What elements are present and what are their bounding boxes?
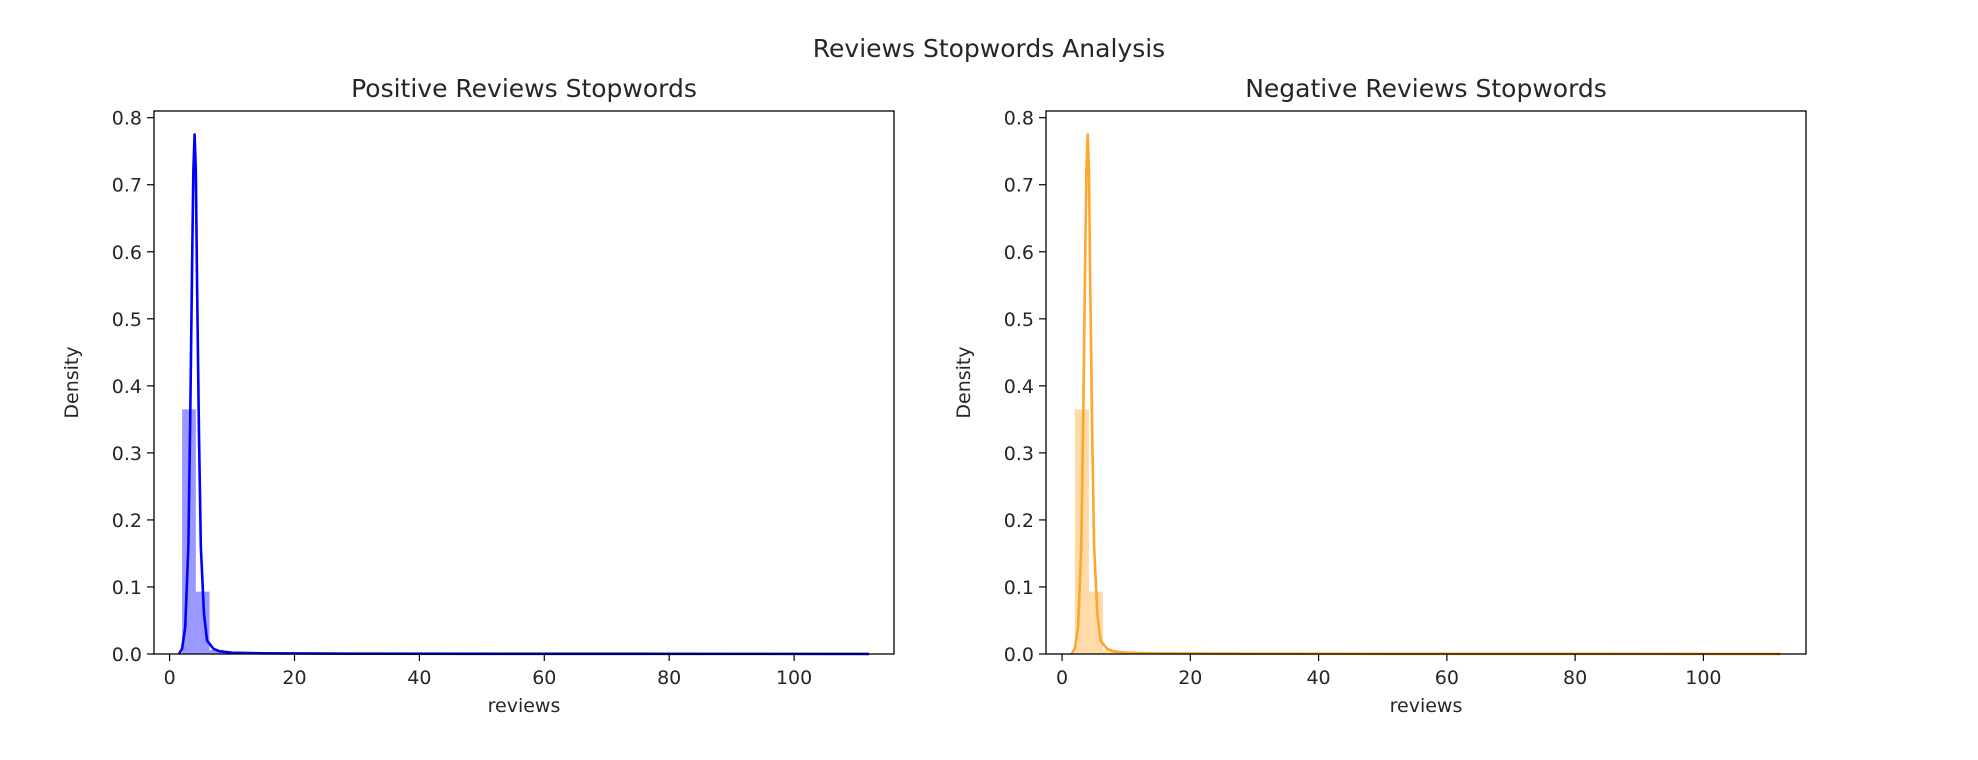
y-tick-label: 0.5 [112,309,142,331]
y-tick-label: 0.5 [1004,309,1034,331]
subplot-positive-reviews: Positive Reviews Stopwords 0 20 40 60 80 100 0.… [61,74,895,717]
y-tick-label: 0.4 [1004,376,1034,398]
y-tick-label: 0.8 [112,108,142,130]
axes-frame [153,110,895,655]
y-tick-label: 0.1 [112,577,142,599]
x-tick-label: 100 [776,667,812,689]
y-tick-label: 0.7 [1004,175,1034,197]
x-tick-label: 60 [532,667,556,689]
x-tick-label: 100 [1685,667,1721,689]
x-tick-label: 40 [1306,667,1330,689]
histogram-bar [1103,649,1118,654]
y-tick-label: 0.3 [1004,443,1034,465]
x-tick-label: 0 [1056,667,1068,689]
x-tick-label: 0 [164,667,176,689]
y-tick-label: 0.7 [112,175,142,197]
figure-suptitle: Reviews Stopwords Analysis [813,34,1165,63]
y-tick-label: 0.4 [112,376,142,398]
histogram-bar [209,649,224,654]
y-tick-label: 0.0 [1004,644,1034,666]
y-tick-label: 0.3 [112,443,142,465]
y-tick-label: 0.1 [1004,577,1034,599]
y-tick-label: 0.8 [1004,108,1034,130]
subplot-negative-reviews: Negative Reviews Stopwords 0 20 40 60 80 100 0.… [953,74,1807,717]
x-tick-label: 80 [657,667,681,689]
x-tick-label: 80 [1563,667,1587,689]
y-tick-label: 0.6 [112,242,142,264]
x-tick-label: 20 [1178,667,1202,689]
y-tick-label: 0.6 [1004,242,1034,264]
y-tick-label: 0.2 [112,510,142,532]
y-tick-label: 0.0 [112,644,142,666]
subplot-title: Negative Reviews Stopwords [1245,74,1607,103]
x-axis-label: reviews [488,695,561,717]
x-tick-label: 20 [282,667,306,689]
subplot-title: Positive Reviews Stopwords [351,74,697,103]
y-axis-label: Density [953,346,975,418]
x-tick-label: 60 [1435,667,1459,689]
axes-frame [1045,110,1807,655]
y-tick-label: 0.2 [1004,510,1034,532]
x-axis-label: reviews [1390,695,1463,717]
x-tick-label: 40 [407,667,431,689]
y-axis-label: Density [61,346,83,418]
